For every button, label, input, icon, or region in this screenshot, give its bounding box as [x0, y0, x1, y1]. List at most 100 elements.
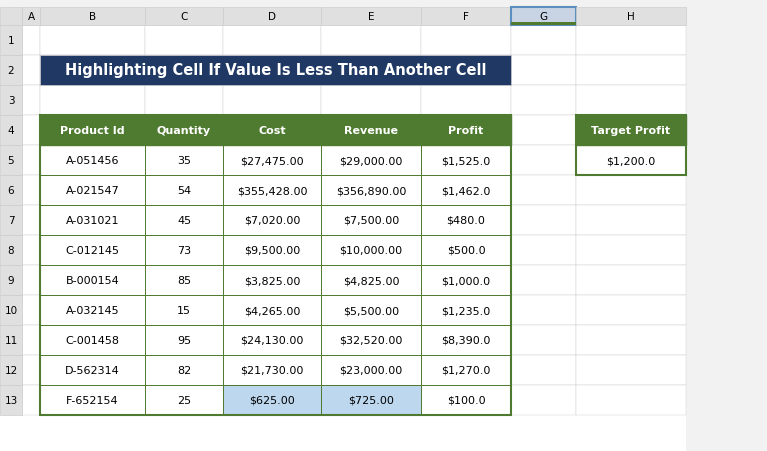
- Bar: [421, 175, 511, 206]
- Text: 11: 11: [5, 335, 18, 345]
- Text: C: C: [180, 12, 188, 22]
- Bar: [0, 206, 22, 235]
- Bar: [321, 86, 421, 116]
- Text: Product Id: Product Id: [60, 126, 125, 136]
- Bar: [40, 116, 511, 415]
- Bar: [421, 146, 511, 175]
- Text: 7: 7: [8, 216, 15, 226]
- Bar: [321, 295, 421, 325]
- Bar: [576, 86, 686, 116]
- Bar: [40, 175, 145, 206]
- Bar: [22, 56, 40, 86]
- Bar: [40, 146, 145, 175]
- Bar: [145, 355, 223, 385]
- Bar: [22, 385, 40, 415]
- Bar: [223, 265, 321, 295]
- Text: $24,130.00: $24,130.00: [240, 335, 304, 345]
- Bar: [145, 235, 223, 265]
- Bar: [511, 175, 576, 206]
- Bar: [0, 265, 22, 295]
- Bar: [321, 146, 421, 175]
- Bar: [421, 265, 511, 295]
- Bar: [576, 235, 686, 265]
- Text: Revenue: Revenue: [344, 126, 398, 136]
- Bar: [321, 146, 421, 175]
- Bar: [321, 355, 421, 385]
- Bar: [145, 8, 223, 26]
- Text: 13: 13: [5, 395, 18, 405]
- Bar: [223, 206, 321, 235]
- Bar: [0, 116, 22, 146]
- Bar: [511, 355, 576, 385]
- Bar: [40, 8, 145, 26]
- Bar: [321, 206, 421, 235]
- Bar: [40, 325, 145, 355]
- Text: B-000154: B-000154: [66, 276, 120, 285]
- Bar: [40, 116, 145, 146]
- Bar: [145, 385, 223, 415]
- Text: 95: 95: [177, 335, 191, 345]
- Text: 8: 8: [8, 245, 15, 255]
- Text: C-001458: C-001458: [65, 335, 120, 345]
- Bar: [0, 86, 22, 116]
- Bar: [145, 355, 223, 385]
- Bar: [145, 175, 223, 206]
- Bar: [223, 146, 321, 175]
- Bar: [223, 175, 321, 206]
- Bar: [223, 355, 321, 385]
- Bar: [40, 265, 145, 295]
- Bar: [0, 26, 22, 56]
- Bar: [511, 26, 576, 56]
- Bar: [223, 325, 321, 355]
- Text: A-021547: A-021547: [66, 186, 120, 196]
- Text: $4,825.00: $4,825.00: [343, 276, 400, 285]
- Bar: [0, 146, 22, 175]
- Bar: [40, 56, 145, 86]
- Bar: [576, 8, 686, 26]
- Bar: [576, 355, 686, 385]
- Text: $1,462.0: $1,462.0: [441, 186, 491, 196]
- Text: $21,730.00: $21,730.00: [240, 365, 304, 375]
- Bar: [576, 325, 686, 355]
- Bar: [40, 355, 145, 385]
- Bar: [576, 265, 686, 295]
- Text: 3: 3: [8, 96, 15, 106]
- Text: $3,825.00: $3,825.00: [244, 276, 300, 285]
- Bar: [22, 355, 40, 385]
- Text: $625.00: $625.00: [249, 395, 295, 405]
- Bar: [511, 86, 576, 116]
- Bar: [22, 265, 40, 295]
- Bar: [40, 355, 145, 385]
- Text: $10,000.00: $10,000.00: [340, 245, 403, 255]
- Bar: [576, 146, 686, 175]
- Bar: [421, 116, 511, 146]
- Bar: [421, 26, 511, 56]
- Bar: [22, 8, 40, 26]
- Text: $500.0: $500.0: [446, 245, 486, 255]
- Bar: [421, 175, 511, 206]
- Bar: [40, 56, 511, 86]
- Bar: [223, 235, 321, 265]
- Bar: [145, 325, 223, 355]
- Bar: [421, 86, 511, 116]
- Bar: [145, 116, 223, 146]
- Bar: [321, 385, 421, 415]
- Text: 5: 5: [8, 156, 15, 166]
- Text: Highlighting Cell If Value Is Less Than Another Cell: Highlighting Cell If Value Is Less Than …: [64, 63, 486, 78]
- Bar: [145, 295, 223, 325]
- Text: E: E: [367, 12, 374, 22]
- Bar: [421, 56, 511, 86]
- Bar: [223, 116, 321, 146]
- Bar: [576, 116, 686, 146]
- Bar: [421, 235, 511, 265]
- Text: A-032145: A-032145: [66, 305, 120, 315]
- Bar: [511, 206, 576, 235]
- Text: $355,428.00: $355,428.00: [237, 186, 308, 196]
- Bar: [421, 265, 511, 295]
- Bar: [421, 325, 511, 355]
- Bar: [145, 206, 223, 235]
- Bar: [145, 206, 223, 235]
- Bar: [40, 385, 145, 415]
- Bar: [145, 146, 223, 175]
- Bar: [511, 235, 576, 265]
